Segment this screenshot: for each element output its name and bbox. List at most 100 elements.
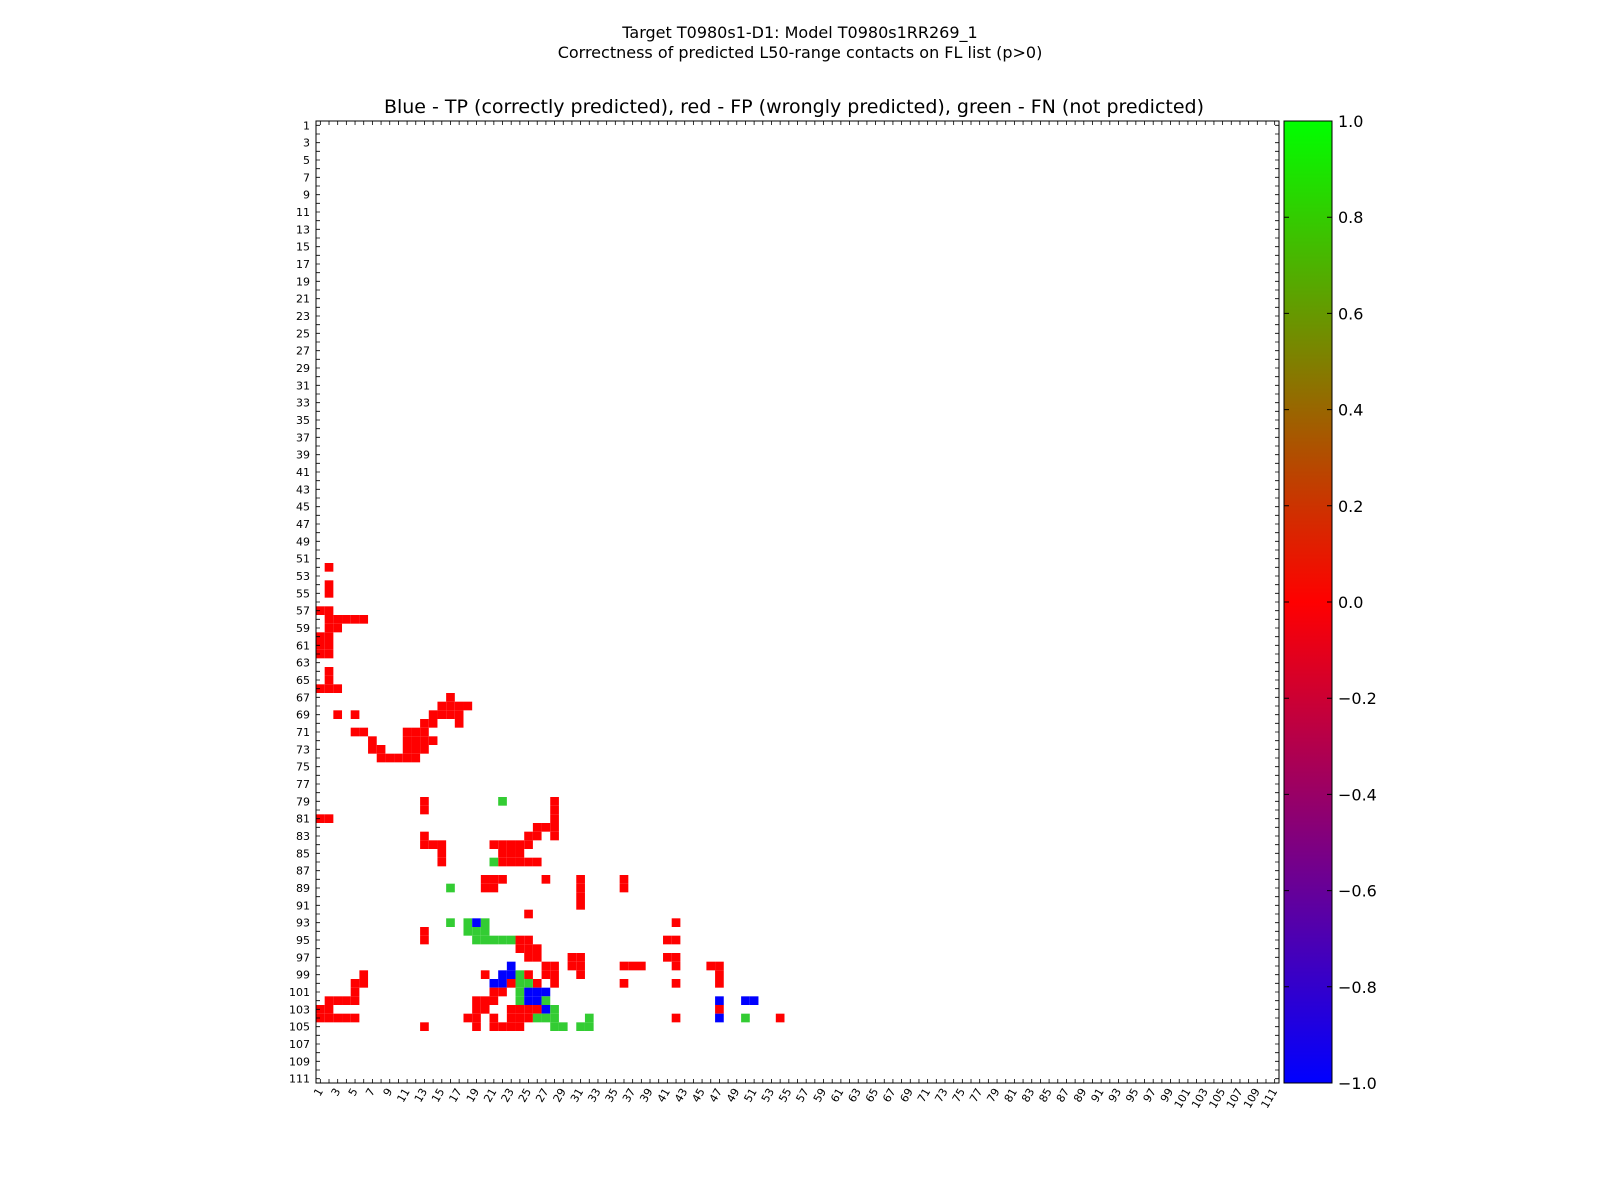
x-tick-label-9: 9 (381, 1086, 396, 1099)
x-tick-label-39: 39 (637, 1086, 655, 1105)
y-tick-label-73: 73 (296, 743, 310, 756)
colorbar-tick-label: −0.6 (1338, 882, 1377, 901)
y-tick-label-31: 31 (296, 379, 310, 392)
x-tick-label-25: 25 (516, 1086, 534, 1105)
contact-cell-fp-3-59 (333, 623, 343, 633)
contact-cell-fp-24-105 (515, 1022, 525, 1031)
contact-cell-fp-13-71 (420, 727, 429, 737)
contact-cell-fp-25-103 (524, 1005, 533, 1014)
contact-cell-fp-31-91 (576, 901, 585, 910)
contact-cell-fp-22-86 (498, 857, 507, 867)
contact-cell-fp-11-71 (402, 727, 412, 737)
contact-cell-fp-7-73 (368, 745, 377, 754)
y-tick-label-51: 51 (296, 553, 310, 566)
contact-cell-tp-23-98 (506, 961, 516, 971)
contact-cell-fp-27-99 (541, 970, 551, 979)
contact-cell-fp-4-58 (342, 615, 351, 624)
contact-cell-fp-1-57 (316, 606, 325, 615)
contact-cell-fp-12-74 (411, 753, 421, 763)
x-tick-label-107: 107 (1224, 1086, 1246, 1111)
contact-cell-fp-16-67 (446, 693, 455, 702)
y-tick-label-37: 37 (296, 431, 310, 444)
y-tick-label-5: 5 (303, 154, 310, 167)
x-tick-label-93: 93 (1106, 1086, 1124, 1105)
y-tick-label-93: 93 (296, 917, 310, 930)
contact-cell-fp-31-88 (576, 875, 585, 884)
contact-cell-fn-23-95 (506, 935, 516, 945)
contact-cell-fp-28-80 (550, 805, 559, 815)
y-tick-label-61: 61 (296, 639, 310, 652)
contact-cell-fp-42-95 (671, 935, 681, 945)
x-tick-label-37: 37 (620, 1086, 638, 1105)
contact-cell-fp-22-85 (498, 849, 507, 858)
x-tick-label-57: 57 (794, 1086, 812, 1105)
x-tick-label-33: 33 (585, 1086, 603, 1105)
contact-cell-fp-22-88 (498, 875, 507, 884)
contact-cell-fp-47-98 (715, 961, 724, 971)
y-tick-label-67: 67 (296, 691, 310, 704)
y-tick-label-27: 27 (296, 345, 310, 358)
colorbar-tick-label: −0.2 (1338, 689, 1377, 708)
contact-cell-fp-12-72 (411, 736, 421, 745)
contact-cell-fp-2-61 (324, 641, 334, 650)
x-tick-label-81: 81 (1002, 1086, 1020, 1105)
contact-cell-fp-1-104 (316, 1013, 325, 1023)
y-tick-label-15: 15 (296, 241, 310, 254)
contact-cell-fp-17-68 (454, 701, 464, 711)
contact-cell-fn-26-104 (532, 1013, 542, 1023)
contact-cell-fp-25-97 (524, 953, 533, 962)
contact-cell-fp-2-103 (324, 1005, 334, 1014)
contact-cell-fp-2-52 (324, 563, 334, 572)
contact-cell-fp-20-102 (480, 996, 490, 1005)
y-tick-label-35: 35 (296, 414, 310, 427)
x-tick-label-7: 7 (363, 1086, 378, 1099)
contact-cell-fp-1-81 (316, 814, 325, 823)
contact-cell-fp-21-101 (489, 987, 499, 997)
y-tick-label-87: 87 (296, 865, 310, 878)
contact-cell-fp-19-103 (472, 1005, 481, 1014)
contact-cell-fp-36-98 (619, 961, 629, 971)
contact-cell-fn-21-95 (489, 935, 499, 945)
contact-cell-fp-14-69 (428, 710, 438, 719)
contact-cell-fp-2-59 (324, 623, 334, 633)
y-tick-label-71: 71 (296, 726, 310, 739)
colorbar-ticks: 1.0 0.8 0.6 0.4 0.2 0.0 −0.2 −0.4 −0.6 −0.8 −1.0 (1284, 112, 1377, 1093)
contact-cell-fp-27-88 (541, 875, 551, 884)
y-tick-label-107: 107 (289, 1038, 310, 1051)
contact-cell-fp-38-98 (637, 961, 646, 971)
contact-cell-fp-2-104 (324, 1013, 334, 1023)
contact-cell-fp-19-105 (472, 1022, 481, 1031)
x-tick-label-99: 99 (1158, 1086, 1176, 1105)
contact-cell-fn-50-104 (741, 1013, 750, 1023)
y-tick-label-7: 7 (303, 171, 310, 184)
y-tick-label-79: 79 (296, 795, 310, 808)
x-tick-label-63: 63 (846, 1086, 864, 1105)
contact-cell-fp-15-86 (437, 857, 447, 867)
contact-cell-fp-24-104 (515, 1013, 525, 1023)
x-tick-label-19: 19 (464, 1086, 482, 1105)
contact-cell-fp-20-103 (480, 1005, 490, 1014)
contact-cell-fp-13-72 (420, 736, 429, 745)
contact-cell-fp-15-85 (437, 849, 447, 858)
contact-cell-fp-1-61 (316, 641, 325, 650)
contact-cell-fp-8-74 (376, 753, 386, 763)
contact-cell-tp-26-101 (532, 987, 542, 997)
plot-frame (315, 120, 1280, 1084)
contact-cell-fp-47-100 (715, 979, 724, 988)
contact-cell-fp-30-97 (567, 953, 577, 962)
contact-cell-fp-42-100 (671, 979, 681, 988)
contact-cell-fp-15-68 (437, 701, 447, 711)
x-tick-label-61: 61 (828, 1086, 846, 1105)
contact-cell-fp-2-66 (324, 684, 334, 693)
contact-cell-fp-21-84 (489, 840, 499, 849)
y-tick-label-103: 103 (289, 1003, 310, 1016)
y-tick-label-99: 99 (296, 969, 310, 982)
contact-cell-fp-28-81 (550, 814, 559, 823)
y-tick-label-29: 29 (296, 362, 310, 375)
y-tick-label-97: 97 (296, 951, 310, 964)
x-tick-label-87: 87 (1054, 1086, 1072, 1105)
colorbar-tick-label: 0.8 (1338, 208, 1363, 227)
y-tick-label-89: 89 (296, 882, 310, 895)
